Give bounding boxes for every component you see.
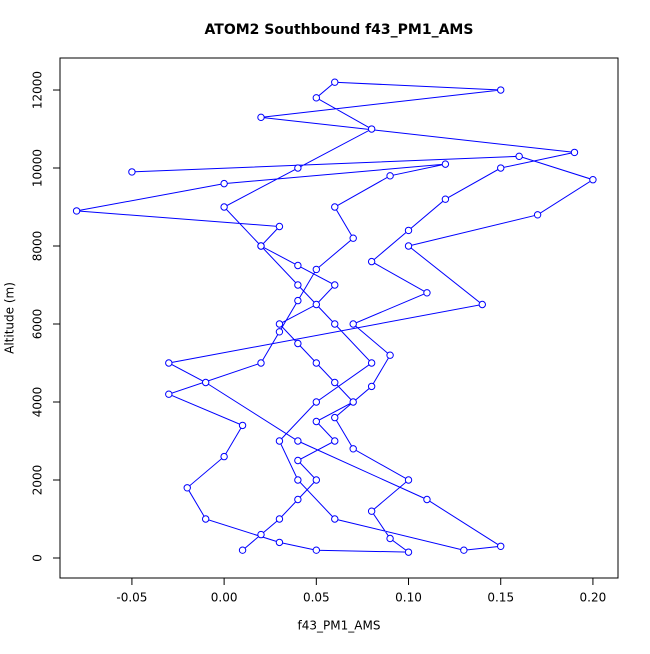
data-point <box>404 226 413 235</box>
data-point <box>386 172 394 180</box>
data-point <box>570 148 579 157</box>
data-point <box>404 548 413 556</box>
data-point <box>312 359 321 367</box>
y-tick-label: 0 <box>31 554 45 562</box>
y-tick-label: 12000 <box>31 71 45 109</box>
data-point <box>275 538 284 547</box>
data-point <box>294 456 302 465</box>
data-point <box>331 281 339 289</box>
data-point <box>275 328 284 336</box>
data-point <box>294 261 302 270</box>
data-point <box>312 265 321 274</box>
data-point <box>367 507 376 515</box>
data-point <box>294 164 302 172</box>
y-tick-label: 8000 <box>31 231 45 262</box>
data-point <box>238 546 247 554</box>
data-point <box>312 417 321 426</box>
data-point <box>423 289 431 297</box>
data-point <box>312 398 321 406</box>
data-point <box>183 484 191 492</box>
data-point <box>275 222 284 231</box>
chart-title: ATOM2 Southbound f43_PM1_AMS <box>205 22 474 38</box>
data-point <box>331 413 339 422</box>
x-tick-label: 0.20 <box>580 591 607 605</box>
y-tick-label: 2000 <box>31 465 45 496</box>
data-point <box>589 176 597 184</box>
data-point <box>165 359 173 367</box>
data-point <box>478 300 486 309</box>
data-point <box>460 546 468 554</box>
y-tick-label: 4000 <box>31 387 45 418</box>
data-point <box>72 207 81 215</box>
data-point <box>367 382 376 391</box>
y-axis-label: Altitude (m) <box>3 282 17 354</box>
data-point <box>367 125 376 133</box>
data-point <box>331 203 339 211</box>
data-point <box>294 476 302 484</box>
data-point <box>312 94 321 102</box>
data-point <box>257 359 265 367</box>
data-point <box>497 86 505 94</box>
data-point <box>441 195 450 203</box>
data-point <box>367 359 376 367</box>
data-point <box>220 203 228 211</box>
x-axis-label: f43_PM1_AMS <box>298 619 381 633</box>
data-point <box>128 168 136 176</box>
data-point <box>349 320 357 328</box>
data-point <box>367 257 376 266</box>
data-point <box>201 378 210 387</box>
data-point <box>349 234 357 242</box>
data-point <box>331 437 339 445</box>
data-point <box>441 160 450 168</box>
data-point <box>423 495 431 504</box>
data-point <box>238 421 247 430</box>
data-point <box>201 515 210 523</box>
data-point <box>404 242 413 250</box>
data-point <box>497 542 505 550</box>
x-tick-label: 0.05 <box>303 591 330 605</box>
data-point <box>312 546 321 554</box>
data-point <box>331 378 339 387</box>
data-point <box>294 281 302 289</box>
data-point <box>294 437 302 445</box>
x-tick-label: 0.10 <box>395 591 422 605</box>
data-point <box>386 351 394 359</box>
data-point <box>497 164 505 172</box>
data-point <box>515 152 523 161</box>
data-point <box>349 398 357 406</box>
data-point <box>331 320 339 328</box>
data-point <box>386 534 394 543</box>
data-point <box>404 476 413 484</box>
plot-box <box>59 57 619 579</box>
data-point <box>275 320 284 328</box>
data-point <box>312 476 321 484</box>
data-point <box>294 495 302 504</box>
data-point <box>331 78 339 86</box>
data-point <box>257 113 265 122</box>
data-point <box>257 242 265 250</box>
data-point <box>275 437 284 445</box>
x-tick-label: -0.05 <box>116 591 147 605</box>
data-point <box>294 296 302 305</box>
x-tick-label: 0.15 <box>487 591 514 605</box>
data-point <box>165 390 173 398</box>
data-point <box>349 445 357 453</box>
y-tick-label: 10000 <box>31 149 45 187</box>
x-tick-label: 0.00 <box>211 591 238 605</box>
data-point <box>331 515 339 523</box>
data-point <box>312 300 321 309</box>
data-point <box>275 515 284 523</box>
data-point <box>257 530 265 539</box>
data-line <box>76 81 595 553</box>
y-tick-label: 6000 <box>31 309 45 340</box>
data-point <box>220 452 228 461</box>
data-point <box>533 211 542 219</box>
data-point <box>220 179 228 188</box>
data-point <box>294 339 302 348</box>
